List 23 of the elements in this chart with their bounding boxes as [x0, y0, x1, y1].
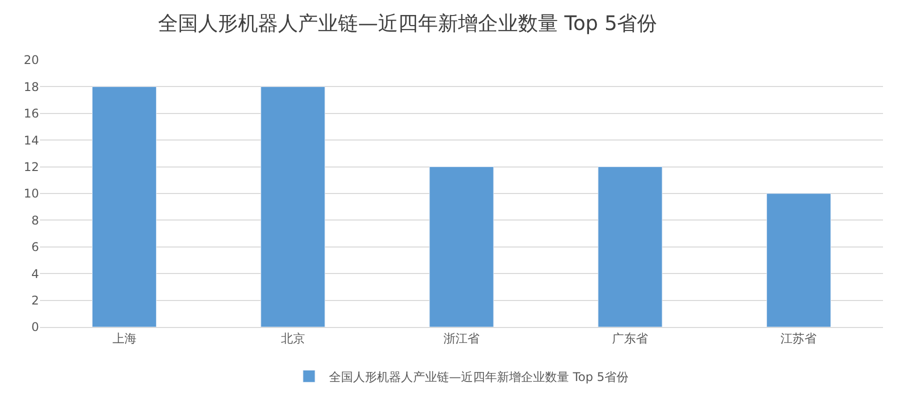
- y-tick-label: 14: [24, 133, 39, 148]
- bar: [92, 86, 157, 327]
- y-tick-label: 6: [31, 240, 39, 254]
- chart-title: 全国人形机器人产业链—近四年新增企业数量 Top 5省份: [158, 11, 658, 36]
- x-tick-label: 浙江省: [444, 331, 480, 346]
- y-tick-label: 20: [24, 53, 39, 68]
- bar: [598, 166, 662, 327]
- y-tick-label: 0: [31, 320, 39, 334]
- x-tick-label: 江苏省: [780, 331, 817, 346]
- bar: [766, 193, 831, 327]
- legend-label: 全国人形机器人产业链—近四年新增企业数量 Top 5省份: [329, 370, 629, 384]
- y-tick-label: 4: [31, 266, 39, 281]
- y-tick-label: 18: [24, 80, 39, 94]
- bar: [260, 86, 326, 327]
- bar: [429, 166, 494, 327]
- x-tick-label: 上海: [112, 331, 136, 346]
- y-tick-label: 10: [24, 186, 39, 201]
- y-tick-label: 8: [31, 213, 39, 228]
- y-tick-label: 12: [24, 160, 39, 174]
- x-tick-label: 北京: [280, 331, 305, 346]
- y-tick-label: 2: [31, 294, 39, 308]
- x-tick-label: 广东省: [612, 331, 648, 346]
- y-tick-label: 16: [24, 106, 39, 121]
